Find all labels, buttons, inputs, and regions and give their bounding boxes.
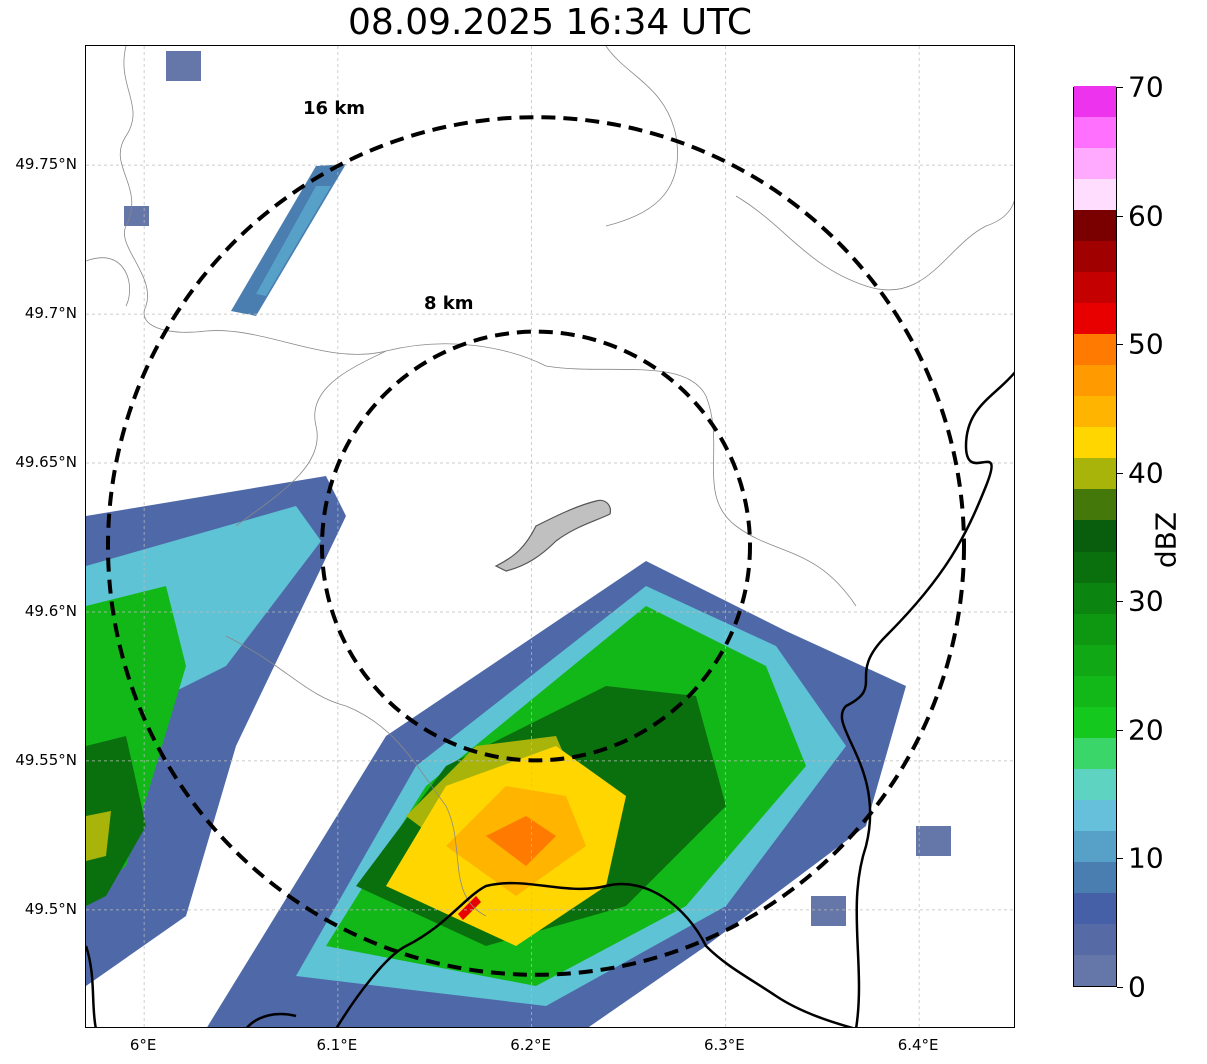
echo-speck [166,51,201,81]
colorbar-segment [1074,364,1116,397]
colorbar-segment [1074,178,1116,211]
colorbar-segment [1074,551,1116,583]
range-ring [320,329,752,763]
x-tick-label: 6.1°E [316,1036,358,1054]
colorbar-segment [1074,395,1116,428]
colorbar-segment [1074,271,1116,304]
radar-map[interactable] [85,45,1015,1028]
colorbar-segment [1074,240,1116,273]
echo-darkgreen-left [86,736,146,906]
y-tick-label: 49.65°N [15,453,77,472]
colorbar-segment [1074,861,1116,893]
colorbar [1073,85,1117,987]
colorbar-segment [1074,923,1116,955]
echo-red-core [458,896,481,920]
colorbar-segment [1074,426,1116,459]
y-tick-label: 49.7°N [24,304,77,323]
ring-label-16km: 16 km [303,98,366,119]
colorbar-segment [1074,613,1116,645]
y-tick-label: 49.6°N [24,601,77,620]
colorbar-segment [1074,147,1116,180]
colorbar-tick-label: 40 [1128,456,1164,490]
y-tick-label: 49.55°N [15,750,77,769]
colorbar-segment [1074,582,1116,614]
colorbar-tick-label: 10 [1128,841,1164,875]
colorbar-tick-label: 20 [1128,713,1164,747]
colorbar-tick-label: 0 [1128,970,1146,1004]
colorbar-tick [1117,87,1123,88]
border-thick [86,371,1014,1027]
colorbar-segment [1074,488,1116,521]
colorbar-tick [1117,601,1123,603]
echo-speck [916,826,951,856]
colorbar-segment [1074,333,1116,366]
colorbar-segment [1074,85,1116,118]
colorbar-tick [1117,729,1123,731]
range-rings [106,115,966,977]
colorbar-segment [1074,737,1116,769]
echo-darkorange-main [486,816,556,866]
echo-nw-streak-cyan [256,186,331,296]
colorbar-segment [1074,954,1116,986]
colorbar-segment [1074,675,1116,707]
y-tick-label: 49.5°N [24,899,77,918]
colorbar-tick [1117,987,1123,988]
colorbar-tick [1117,858,1123,860]
colorbar-tick [1117,344,1123,346]
ring-label-8km: 8 km [424,293,474,314]
echo-speck [124,206,149,226]
colorbar-tick [1117,215,1123,217]
x-tick-label: 6.2°E [510,1036,552,1054]
colorbar-segment [1074,768,1116,800]
colorbar-segment [1074,457,1116,490]
borders-thin [86,46,1014,917]
colorbar-segment [1074,706,1116,738]
echo-layer [86,51,951,1027]
colorbar-tick-label: 30 [1128,584,1164,618]
x-tick-label: 6°E [129,1036,157,1054]
colorbar-segment [1074,830,1116,862]
chart-title: 08.09.2025 16:34 UTC [347,2,753,43]
colorbar-segment [1074,116,1116,149]
colorbar-segment [1074,209,1116,242]
echo-speck [811,896,846,926]
colorbar-segment [1074,302,1116,335]
range-ring [106,115,966,977]
colorbar-tick-label: 50 [1128,327,1164,361]
colorbar-tick-label: 60 [1128,199,1164,233]
colorbar-segment [1074,892,1116,924]
colorbar-tick [1117,472,1123,474]
echo-olive-left [86,811,111,861]
colorbar-segment [1074,644,1116,676]
city-polygon [494,499,611,572]
x-tick-label: 6.3°E [703,1036,745,1054]
x-tick-label: 6.4°E [897,1036,939,1054]
colorbar-tick-label: 70 [1128,70,1164,104]
map-svg [86,46,1014,1027]
y-tick-label: 49.75°N [15,155,77,174]
colorbar-unit-label: dBZ [1149,511,1183,569]
colorbar-segment [1074,799,1116,831]
colorbar-segment [1074,520,1116,552]
